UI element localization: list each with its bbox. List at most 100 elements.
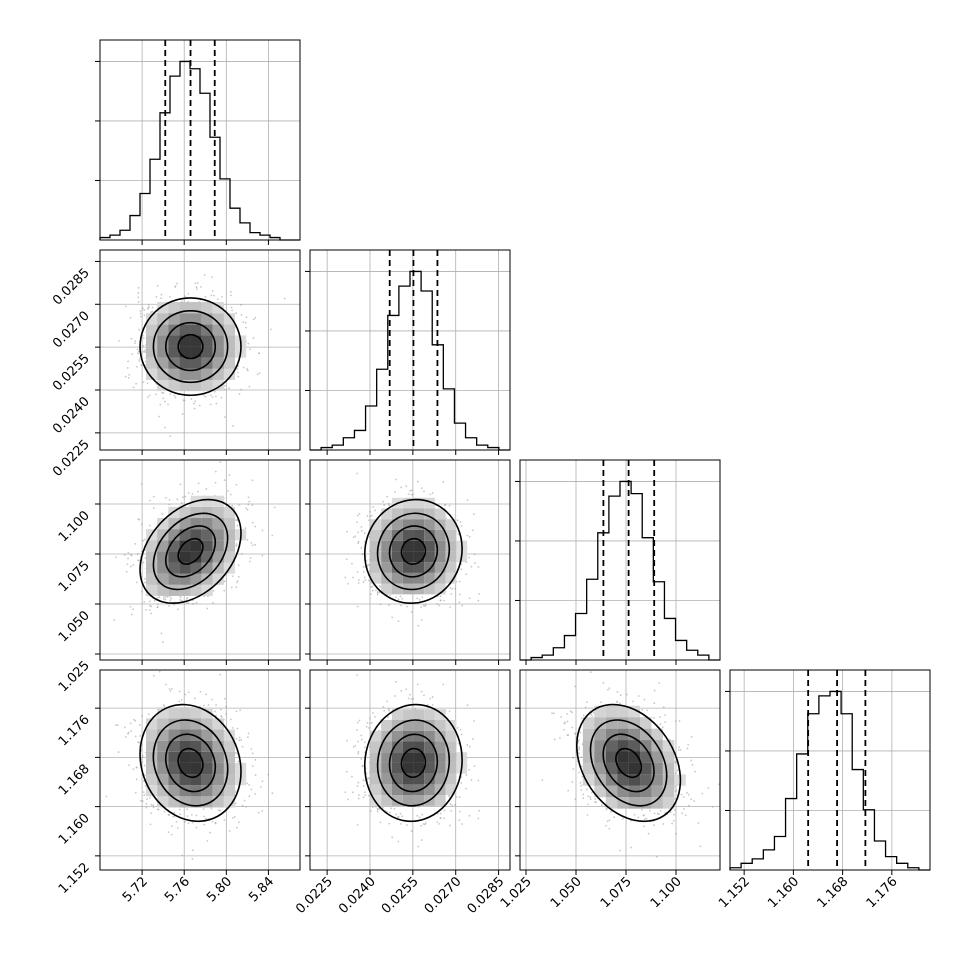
density-cell	[651, 762, 663, 775]
density-cell	[146, 324, 158, 336]
scatter-point	[707, 787, 710, 790]
density-cell	[212, 518, 224, 530]
scatter-point	[458, 796, 461, 798]
scatter-point	[379, 603, 382, 606]
density-cell	[617, 717, 629, 729]
density-panel-0-3	[95, 669, 301, 875]
density-cell	[190, 729, 202, 741]
density-cell	[413, 752, 425, 763]
scatter-point	[394, 491, 396, 493]
scatter-point	[362, 571, 365, 573]
scatter-point	[372, 506, 374, 508]
scatter-point	[113, 618, 116, 621]
density-cell	[157, 751, 169, 763]
scatter-point	[439, 599, 442, 602]
scatter-point	[124, 735, 127, 738]
density-cell	[370, 572, 382, 584]
scatter-point	[662, 823, 665, 825]
density-cell	[424, 709, 435, 720]
scatter-point	[129, 605, 132, 608]
scatter-point	[214, 710, 216, 713]
scatter-point	[344, 791, 347, 794]
scatter-point	[242, 321, 245, 323]
density-cell	[201, 495, 213, 507]
scatter-point	[246, 782, 249, 785]
scatter-point	[352, 576, 354, 579]
scatter-point	[167, 831, 170, 834]
scatter-point	[388, 709, 390, 712]
scatter-point	[579, 731, 582, 734]
scatter-point	[130, 554, 133, 557]
density-cell	[445, 784, 457, 796]
density-cell	[370, 741, 382, 753]
density-cell	[223, 357, 236, 369]
scatter-point	[585, 788, 588, 791]
scatter-point	[693, 800, 695, 802]
scatter-point	[137, 296, 140, 299]
scatter-point	[383, 504, 386, 506]
scatter-point	[251, 521, 254, 524]
density-cell	[617, 785, 629, 798]
scatter-point	[457, 742, 460, 745]
scatter-point	[586, 814, 589, 816]
density-cell	[157, 774, 169, 786]
density-cell	[391, 529, 403, 541]
density-cell	[594, 717, 606, 729]
contour-1	[164, 321, 217, 372]
density-cell	[424, 773, 435, 785]
scatter-point	[585, 701, 588, 704]
scatter-point	[232, 575, 234, 578]
scatter-point	[400, 486, 403, 489]
density-cell	[179, 740, 191, 752]
scatter-point	[406, 605, 408, 608]
density-cell	[146, 562, 158, 574]
scatter-point	[367, 794, 370, 797]
scatter-point	[470, 565, 473, 568]
scatter-point	[202, 808, 205, 810]
density-cell	[179, 368, 191, 380]
scatter-point	[135, 365, 138, 368]
scatter-point	[357, 797, 360, 800]
scatter-point	[356, 785, 359, 788]
scatter-point	[245, 326, 247, 329]
scatter-point	[181, 599, 184, 602]
scatter-point	[220, 716, 223, 718]
density-cell	[391, 773, 403, 785]
scatter-point	[473, 553, 476, 556]
contour-1	[164, 733, 217, 793]
scatter-point	[678, 720, 681, 722]
scatter-point	[152, 804, 155, 807]
density-cell	[190, 324, 202, 336]
hist-frame-1	[309, 249, 511, 451]
scatter-point	[259, 786, 262, 788]
histogram-1	[310, 270, 510, 451]
density-cell	[413, 529, 425, 541]
density-cell	[445, 762, 457, 774]
scatter-point	[152, 507, 155, 510]
scatter-point	[158, 415, 160, 418]
density-cell	[190, 518, 202, 530]
density-cell	[402, 784, 414, 796]
scatter-point	[579, 781, 582, 784]
density-cell	[413, 572, 425, 584]
density-cell	[594, 762, 606, 775]
scatter-point	[671, 822, 674, 825]
scatter-point	[161, 391, 163, 394]
density-cell	[617, 740, 629, 752]
density-cell	[201, 346, 213, 358]
scatter-point	[139, 724, 141, 726]
scatter-point	[171, 688, 173, 690]
density-cell	[223, 324, 236, 336]
density-cell	[190, 718, 202, 730]
scatter-point	[458, 593, 461, 596]
density-cell	[651, 797, 663, 809]
scatter-point	[468, 768, 471, 771]
scatter-point	[151, 306, 154, 309]
scatter-point	[178, 808, 181, 811]
scatter-point	[400, 604, 402, 607]
scatter-point	[176, 498, 179, 501]
scatter-point	[386, 810, 388, 813]
density-cell	[605, 740, 618, 752]
density-cell	[424, 551, 435, 563]
scatter-point	[251, 752, 254, 755]
